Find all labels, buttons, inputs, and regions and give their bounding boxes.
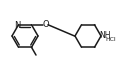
Text: NH: NH (99, 31, 110, 40)
Text: N: N (14, 21, 20, 30)
Text: O: O (42, 20, 49, 29)
Text: HCl: HCl (105, 37, 116, 42)
